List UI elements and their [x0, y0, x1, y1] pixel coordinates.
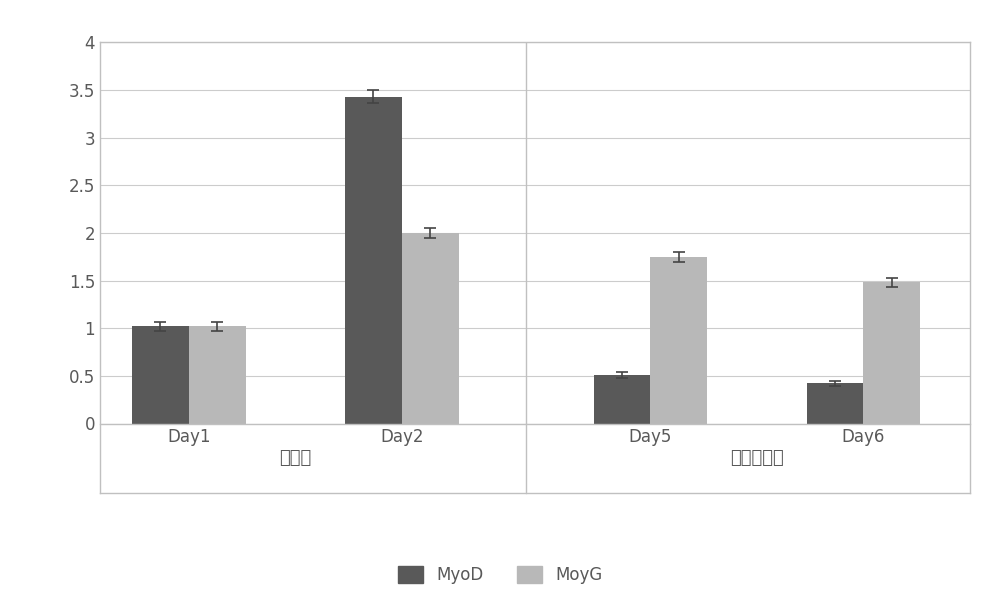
- Bar: [189, 326, 246, 424]
- Legend: MyoD, MoyG: MyoD, MoyG: [391, 559, 609, 590]
- Text: 分化培废基: 分化培废基: [730, 450, 784, 467]
- Text: 未分化: 未分化: [279, 450, 311, 467]
- Bar: [650, 257, 707, 424]
- Bar: [345, 97, 402, 423]
- Bar: [594, 375, 650, 424]
- Bar: [132, 326, 189, 424]
- Bar: [863, 283, 920, 424]
- Bar: [402, 233, 459, 424]
- Bar: [807, 384, 863, 423]
